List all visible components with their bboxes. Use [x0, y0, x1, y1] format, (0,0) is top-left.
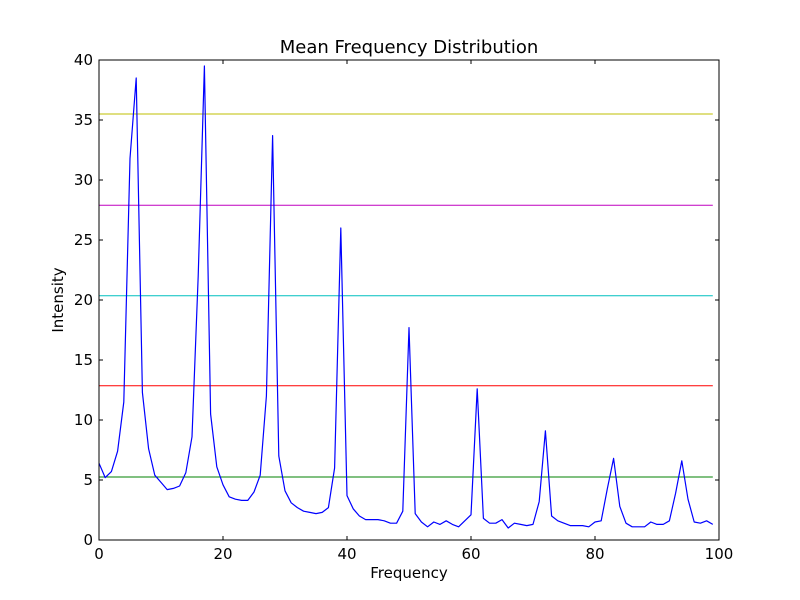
chart-title: Mean Frequency Distribution [280, 37, 539, 58]
y-tick-label: 35 [74, 111, 93, 129]
y-tick-label: 20 [74, 291, 93, 309]
x-tick-label: 80 [585, 545, 604, 563]
series-layer [98, 65, 714, 529]
y-tick-label: 25 [74, 231, 93, 249]
x-axis-label: Frequency [370, 564, 448, 582]
x-tick-label: 60 [461, 545, 480, 563]
x-tick-label: 0 [94, 545, 104, 563]
y-tick-label: 15 [74, 351, 93, 369]
y-tick-label: 0 [83, 531, 93, 549]
y-axis-label: Intensity [49, 267, 67, 332]
y-tick-label: 5 [83, 471, 93, 489]
series-line-0 [98, 65, 714, 529]
y-tick-label: 10 [74, 411, 93, 429]
plot-frame [98, 59, 720, 541]
y-tick-label: 40 [74, 51, 93, 69]
x-tick-label: 20 [213, 545, 232, 563]
ticks-layer: 0 20 40 60 80 100 0 5 10 15 20 25 30 35 40 [74, 51, 733, 563]
x-tick-label: 40 [337, 545, 356, 563]
y-tick-label: 30 [74, 171, 93, 189]
x-tick-label: 100 [705, 545, 734, 563]
horizontal-lines-layer [99, 113, 713, 478]
